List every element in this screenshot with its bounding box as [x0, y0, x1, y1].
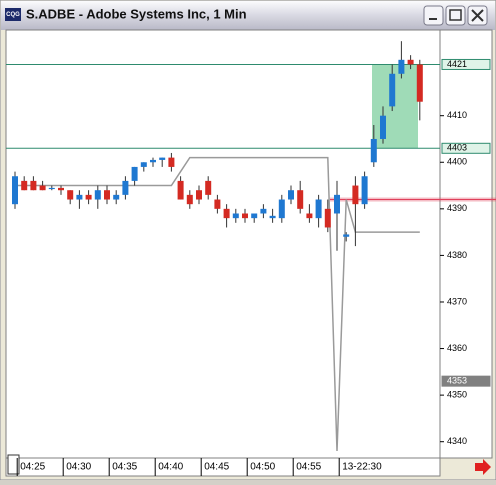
candle-body: [76, 194, 83, 200]
candle-body: [12, 176, 18, 205]
candle-body: [150, 159, 156, 163]
x-tick-label: 04:30: [66, 462, 91, 473]
candle-body: [407, 59, 414, 65]
candle-body: [205, 180, 212, 195]
price-axis: [439, 29, 493, 459]
candle-body: [94, 190, 101, 200]
candle-body: [288, 190, 294, 200]
x-tick-label: 04:55: [296, 462, 321, 473]
candle-body: [67, 190, 74, 200]
close-icon: [471, 9, 484, 22]
maximize-button[interactable]: [445, 5, 466, 26]
candle-body: [370, 138, 377, 163]
candle-body: [223, 208, 230, 219]
level-label: 4403: [447, 143, 467, 153]
app-icon-text: CQG: [6, 12, 20, 18]
y-tick-label: 4370: [447, 296, 467, 306]
window-buttons: [423, 5, 488, 26]
plot-area: [5, 29, 441, 459]
candle-body: [159, 157, 166, 160]
candle-body: [380, 115, 386, 139]
x-tick-label: 04:35: [112, 462, 137, 473]
y-tick-label: 4340: [447, 436, 467, 446]
candle-body: [343, 234, 350, 237]
candle-body: [30, 180, 37, 191]
candle-body: [122, 180, 129, 195]
x-tick-label: 04:40: [158, 462, 183, 473]
candle-body: [177, 180, 184, 200]
candle-body: [242, 213, 248, 219]
app-icon: [5, 8, 21, 21]
candle-body: [352, 185, 359, 205]
candle-body: [260, 208, 267, 214]
x-tick-label: 13-22:30: [342, 462, 382, 473]
level-box: [441, 142, 491, 154]
y-tick-label: 4410: [447, 110, 467, 120]
candle-body: [196, 190, 202, 200]
candle-body: [389, 73, 396, 107]
window-title: S.ADBE - Adobe Systems Inc, 1 Min: [26, 6, 247, 21]
level-box: [441, 58, 491, 70]
y-tick-label: 4400: [447, 157, 467, 167]
y-tick-label: 4380: [447, 250, 467, 260]
candle-body: [48, 187, 55, 190]
maximize-icon: [449, 9, 462, 21]
time-axis: [5, 457, 441, 477]
candle-body: [361, 176, 368, 205]
candle-body: [334, 194, 340, 214]
y-tick-label: 4390: [447, 203, 467, 213]
candle-body: [85, 194, 92, 200]
candle-body: [251, 213, 258, 219]
candle-body: [269, 215, 276, 219]
x-tick-label: 04:50: [250, 462, 275, 473]
candle-body: [324, 208, 331, 228]
candle-body: [306, 213, 313, 219]
candle-body: [39, 185, 46, 191]
minimize-button[interactable]: [423, 5, 444, 26]
candle-body: [104, 190, 110, 200]
level-box: [441, 375, 491, 387]
title-bar: [1, 1, 495, 30]
level-label: 4421: [447, 59, 467, 69]
plot: 4340 4350 4360 4370 4380 4390 4400 4410 4421 4403…: [6, 41, 496, 476]
candle-body: [278, 199, 285, 219]
candle-body: [21, 180, 28, 191]
scroll-thumb[interactable]: [7, 454, 20, 475]
candle-body: [186, 194, 193, 205]
y-tick-label: 4360: [447, 343, 467, 353]
candle-body: [58, 187, 64, 191]
x-tick-label: 04:25: [20, 462, 45, 473]
candle-body: [315, 199, 322, 219]
y-tick-label: 4350: [447, 390, 467, 400]
candle-body: [232, 213, 239, 219]
candle-body: [131, 166, 138, 181]
level-label: 4353: [447, 376, 467, 386]
scroll-arrow[interactable]: [475, 459, 491, 475]
candle-body: [214, 199, 221, 209]
candle-body: [140, 162, 147, 167]
candle-body: [416, 64, 423, 102]
x-tick-label: 04:45: [204, 462, 229, 473]
indicator-line: [15, 156, 420, 452]
candle-body: [113, 194, 120, 200]
candle-body: [168, 157, 175, 167]
candle-body: [297, 190, 304, 209]
candle-body: [398, 59, 405, 74]
